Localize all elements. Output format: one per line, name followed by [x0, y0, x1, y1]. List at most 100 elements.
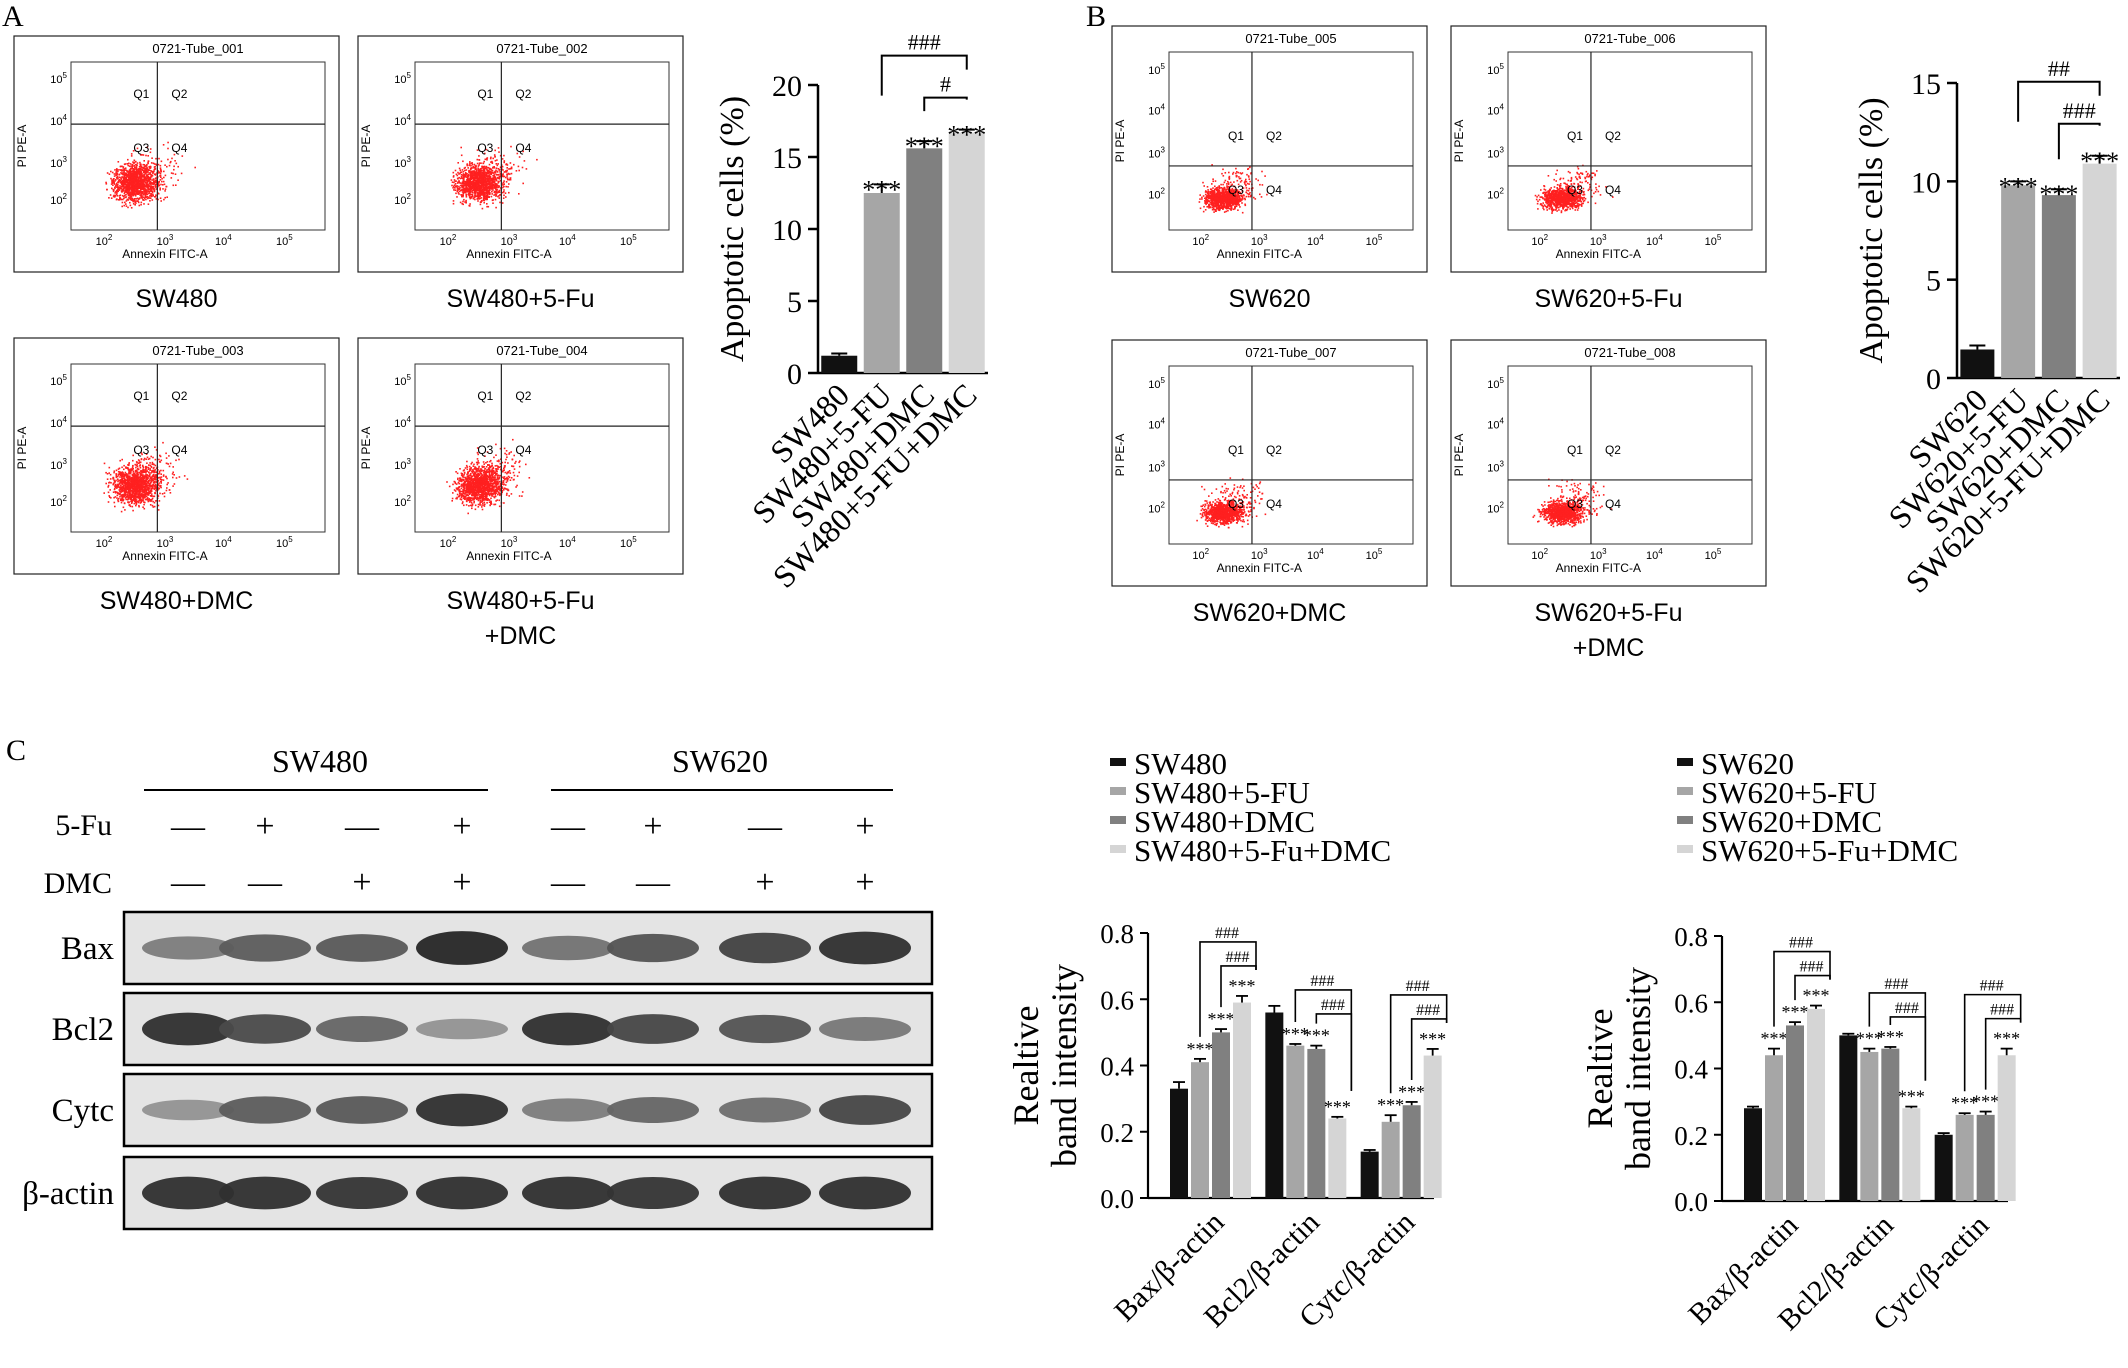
flow-event-dot [497, 195, 499, 198]
flow-event-dot [130, 477, 133, 479]
flow-event-dot [162, 475, 165, 477]
flow-event-dot [172, 466, 174, 468]
flow-event-dot [153, 181, 155, 183]
flow-event-dot [508, 179, 511, 181]
flow-event-dot [154, 487, 157, 489]
flow-event-dot [143, 197, 146, 200]
flow-event-dot [129, 505, 132, 508]
flow-event-dot [128, 190, 130, 193]
flow-event-dot [153, 463, 155, 466]
flow-event-dot [120, 479, 122, 481]
flow-event-dot [113, 189, 115, 191]
flow-event-dot [169, 462, 172, 465]
flow-event-dot [163, 170, 165, 173]
flow-event-dot [492, 171, 494, 174]
flow-event-dot [134, 163, 137, 166]
flow-event-dot [461, 202, 463, 205]
flow-event-dot [483, 463, 485, 465]
flow-event-dot [477, 168, 480, 171]
flow-event-dot [482, 179, 484, 182]
flow-event-dot [471, 192, 474, 194]
flow-event-dot [116, 182, 118, 185]
flow-event-dot [150, 488, 153, 490]
flow-event-dot [119, 486, 121, 489]
flow-event-dot [132, 472, 135, 474]
flow-event-dot [486, 185, 488, 188]
flow-event-dot [467, 167, 469, 169]
flow-plot-area [414, 363, 670, 533]
flow-event-dot [154, 480, 156, 483]
flow-event-dot [122, 166, 125, 168]
flow-event-dot [153, 163, 156, 165]
flow-event-dot [129, 475, 131, 477]
flow-event-dot [475, 169, 478, 172]
flow-event-dot [479, 171, 481, 174]
flow-event-dot [128, 490, 131, 493]
flow-event-dot [159, 187, 161, 189]
flow-event-dot [480, 182, 483, 185]
flow-event-dot [495, 478, 498, 481]
flow-event-dot [457, 181, 459, 183]
flow-event-dot [482, 481, 485, 483]
flow-event-dot [157, 495, 160, 497]
flow-event-dot [116, 195, 119, 197]
flow-event-dot [144, 170, 146, 172]
flow-event-dot [463, 176, 466, 178]
flow-event-dot [113, 173, 116, 175]
flow-event-dot [487, 186, 490, 188]
flow-event-dot [131, 178, 133, 181]
flow-event-dot [147, 492, 150, 495]
flow-event-dot [133, 489, 135, 492]
flow-event-dot [114, 185, 117, 188]
flow-event-dot [462, 203, 464, 206]
flow-event-dot [479, 484, 481, 486]
flow-event-dot [108, 466, 111, 469]
flow-event-dot [141, 174, 143, 177]
flow-event-dot [128, 189, 131, 192]
flow-quadrant-q2: Q2 [171, 87, 187, 101]
flow-event-dot [145, 191, 148, 194]
flow-event-dot [127, 174, 129, 176]
flow-event-dot [107, 484, 110, 487]
flow-event-dot [499, 484, 502, 487]
flow-event-dot [155, 449, 158, 451]
flow-event-dot [108, 173, 111, 175]
flow-event-dot [125, 491, 128, 494]
flow-event-dot [138, 167, 141, 170]
flow-event-dot [135, 192, 138, 194]
flow-event-dot [125, 179, 128, 182]
flow-event-dot [162, 188, 164, 190]
flow-event-dot [501, 165, 504, 168]
flow-event-dot [146, 462, 148, 464]
flow-event-dot [475, 195, 477, 198]
flow-quadrant-q2: Q2 [515, 87, 531, 101]
flow-event-dot [137, 182, 140, 185]
flow-event-dot [145, 467, 147, 469]
flow-event-dot [124, 196, 127, 199]
flow-event-dot [123, 176, 126, 178]
flow-event-dot [487, 194, 489, 196]
flow-event-dot [484, 177, 486, 179]
flow-event-dot [503, 189, 505, 191]
flow-event-dot [474, 192, 477, 194]
flow-event-dot [135, 180, 138, 182]
flow-event-dot [140, 490, 142, 493]
flow-event-dot [487, 167, 489, 169]
flow-plot-frame [357, 337, 684, 575]
flow-event-dot [117, 484, 120, 487]
flow-event-dot [113, 175, 116, 177]
flow-event-dot [482, 199, 485, 201]
flow-event-dot [145, 484, 147, 487]
flow-event-dot [129, 193, 131, 196]
flow-event-dot [111, 187, 113, 190]
flow-event-dot [134, 494, 137, 497]
flow-event-dot [465, 196, 468, 198]
flow-event-dot [135, 181, 137, 183]
flow-event-dot [159, 174, 162, 177]
flow-event-dot [170, 172, 173, 174]
flow-event-dot [123, 178, 125, 180]
flow-event-dot [136, 183, 138, 186]
flow-event-dot [470, 188, 473, 190]
flow-event-dot [143, 493, 145, 495]
